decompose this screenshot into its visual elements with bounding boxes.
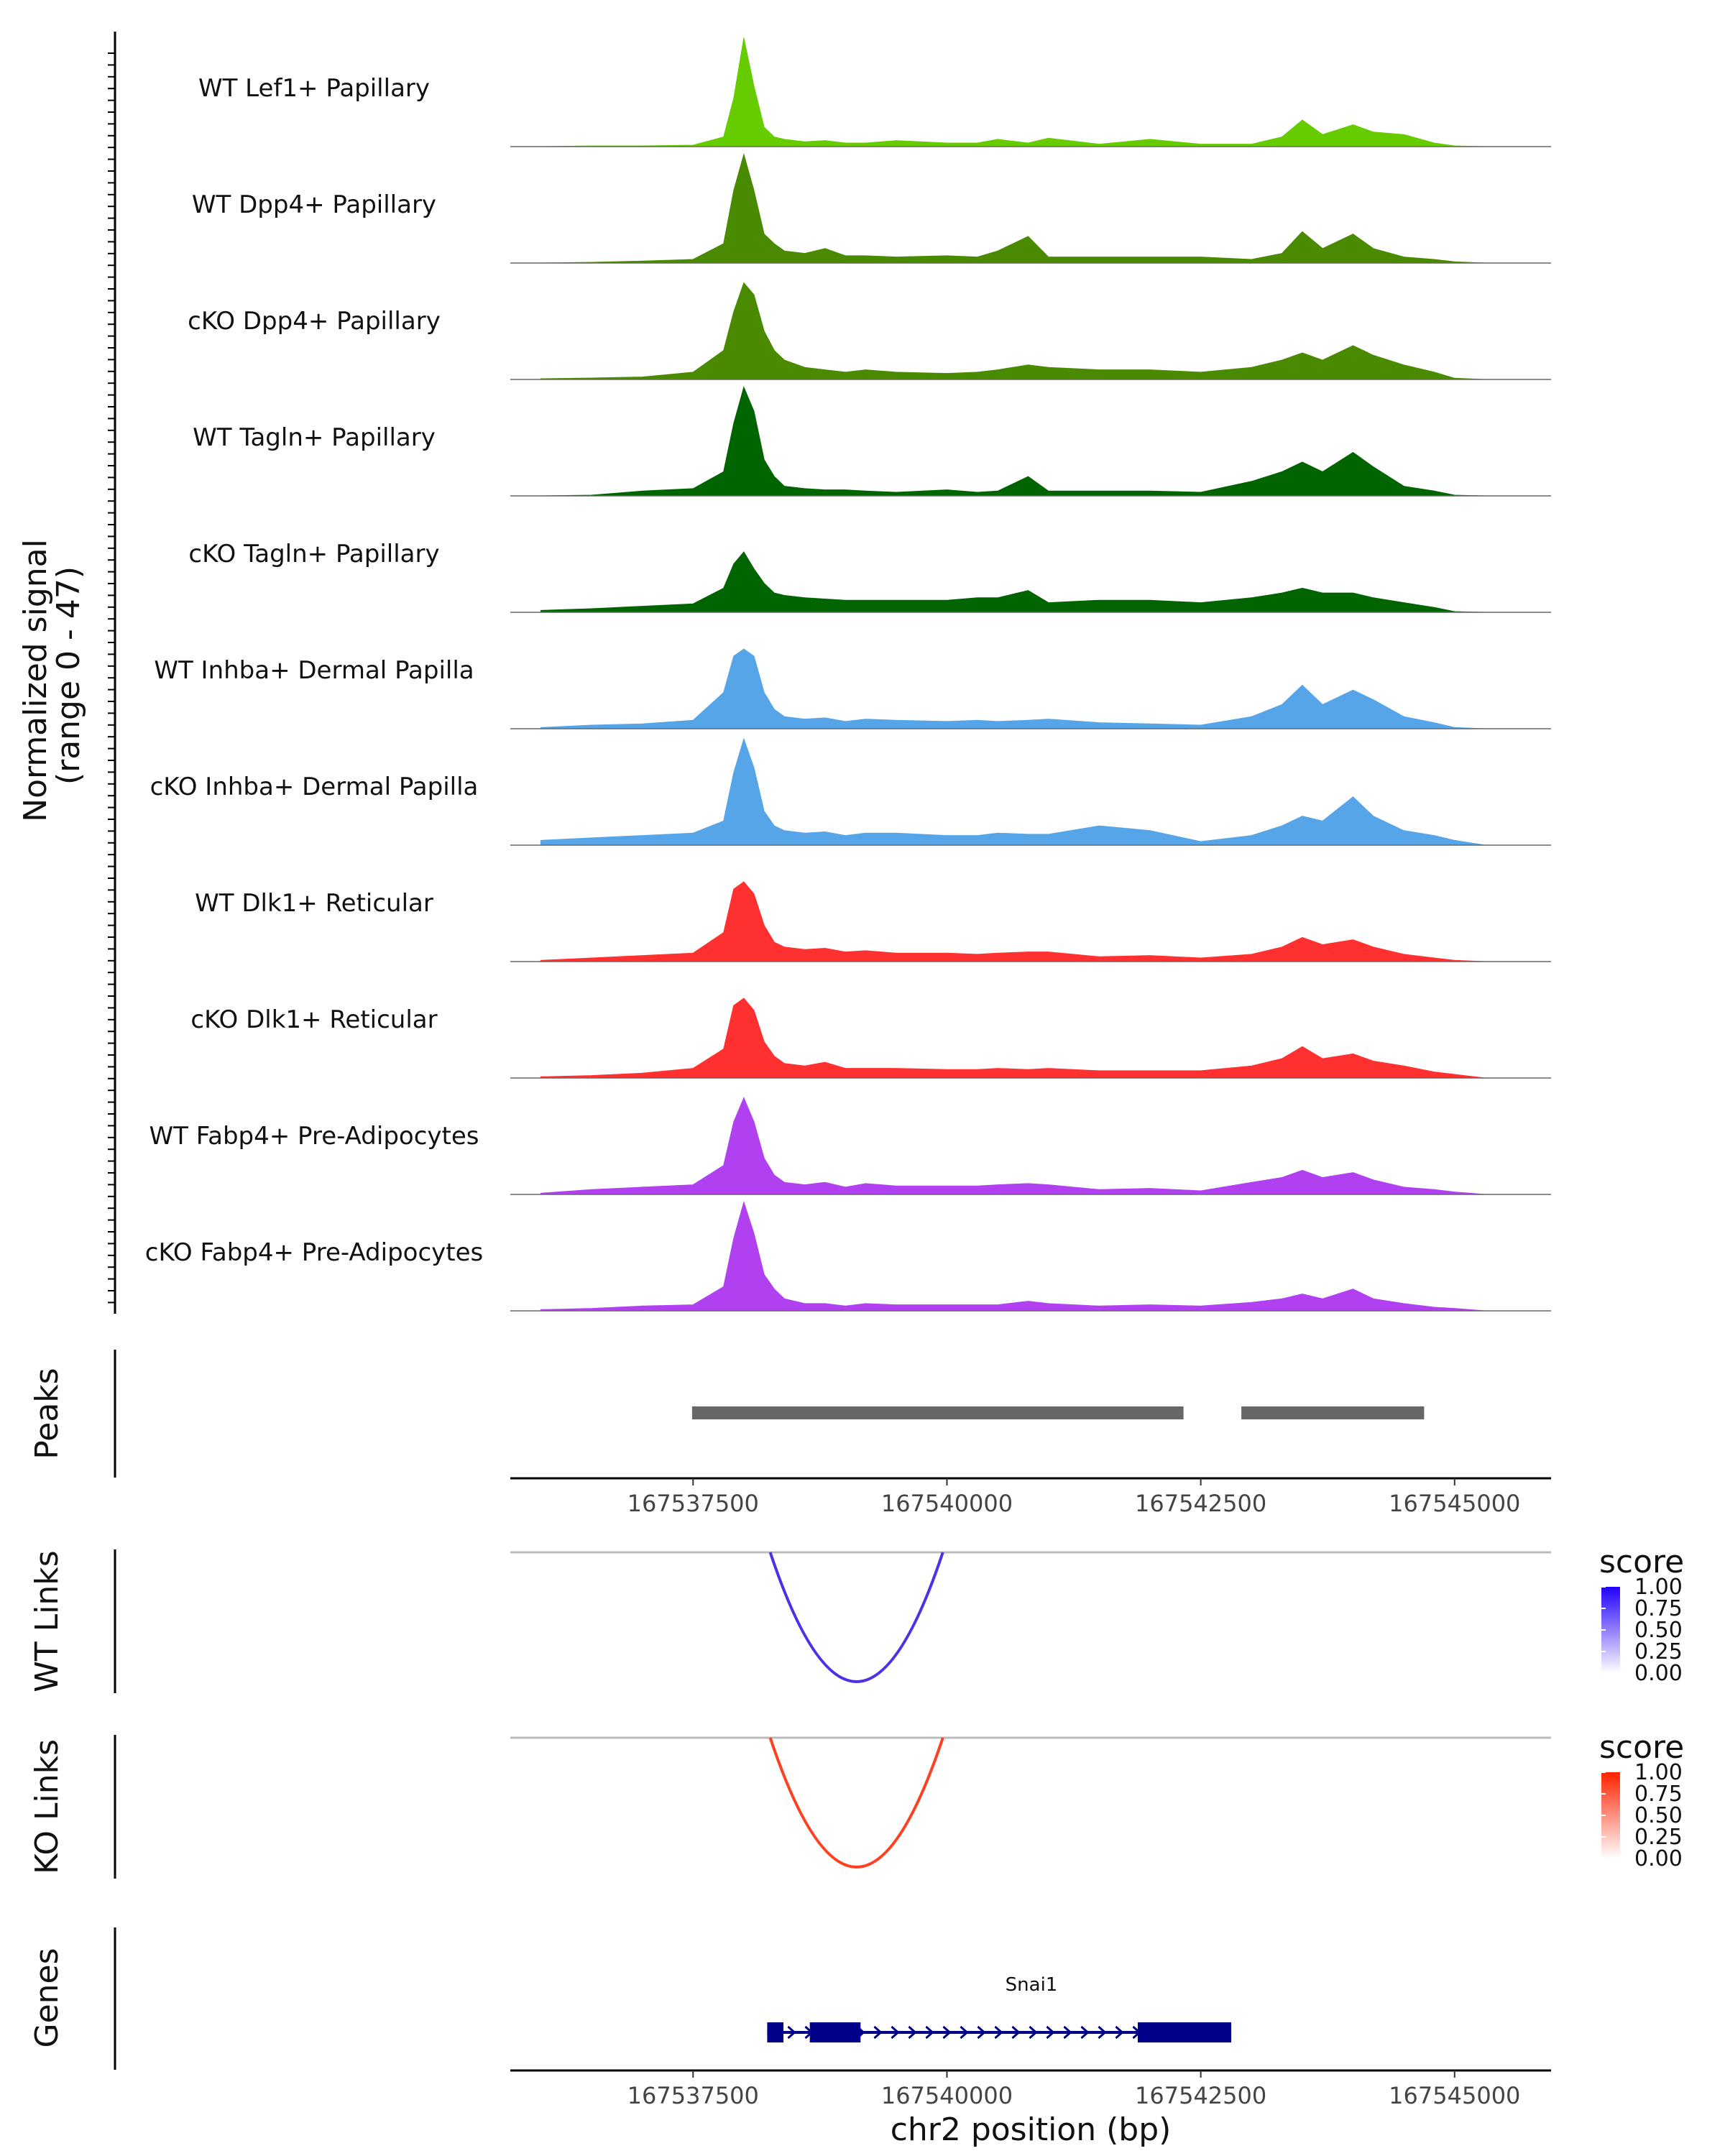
genes-x-ticks: 167537500 167540000 167542500 167545000 [627, 2070, 1520, 2109]
coverage-area [540, 737, 1486, 846]
x-tick-label: 167545000 [1389, 2082, 1520, 2109]
x-tick-label: 167545000 [1389, 1490, 1520, 1517]
x-tick-label: 167537500 [627, 1490, 759, 1517]
gene-exon [1138, 2022, 1231, 2042]
strand-arrow [1098, 2025, 1107, 2040]
strand-arrow [942, 2025, 952, 2040]
track-label: WT Fabp4+ Pre-Adipocytes [150, 1122, 479, 1151]
coverage-track: WT Inhba+ Dermal Papilla [154, 648, 1551, 729]
legend-label: 0.25 [1634, 1639, 1683, 1664]
strand-arrow [787, 2025, 796, 2040]
coverage-track: cKO Dpp4+ Papillary [188, 282, 1551, 380]
coverage-ylabel: Normalized signal (range 0 - 47) [17, 529, 87, 822]
track-label: WT Dlk1+ Reticular [195, 889, 433, 918]
coverage-y-axis [108, 32, 116, 1314]
x-axis-label: chr2 position (bp) [891, 2111, 1172, 2148]
peaks-ylabel: Peaks [29, 1368, 65, 1459]
legend-title: score [1599, 1729, 1684, 1766]
coverage-track: WT Dpp4+ Papillary [192, 152, 1551, 264]
gene-label: Snai1 [1006, 1974, 1058, 1996]
legend-label: 0.25 [1634, 1825, 1683, 1850]
legend-label: 0.00 [1634, 1661, 1683, 1686]
link-arc [768, 1552, 944, 1683]
x-tick-label: 167540000 [881, 2082, 1013, 2109]
legend-label: 0.50 [1634, 1803, 1683, 1828]
x-tick-label: 167542500 [1135, 2082, 1266, 2109]
strand-arrow [908, 2025, 917, 2040]
link-arc [768, 1737, 944, 1869]
coverage-area [540, 152, 1486, 264]
strand-arrow [1115, 2025, 1124, 2040]
peak-region [1241, 1406, 1425, 1419]
coverage-track: WT Lef1+ Papillary [198, 37, 1551, 147]
track-label: WT Tagln+ Papillary [193, 423, 436, 452]
strand-arrow [960, 2025, 969, 2040]
coverage-area [540, 881, 1486, 962]
peak-regions [691, 1406, 1425, 1419]
coverage-panel: Normalized signal (range 0 - 47) WT Lef1… [17, 32, 1551, 1314]
peaks-panel: Peaks 167537500 167540000 167542500 1675450… [29, 1350, 1551, 1517]
strand-arrow [873, 2025, 883, 2040]
x-tick-label: 167540000 [881, 1490, 1013, 1517]
coverage-area [540, 648, 1486, 729]
coverage-area [540, 1200, 1486, 1312]
strand-arrow [1011, 2025, 1021, 2040]
legend-label: 1.00 [1634, 1575, 1683, 1600]
track-label: cKO Dlk1+ Reticular [190, 1005, 437, 1034]
coverage-track: WT Dlk1+ Reticular [195, 881, 1551, 962]
links-ylabel: WT Links [29, 1550, 65, 1692]
track-label: cKO Tagln+ Papillary [188, 540, 439, 568]
legend-label: 0.00 [1634, 1846, 1683, 1871]
strand-arrow [1046, 2025, 1055, 2040]
coverage-area [540, 282, 1486, 380]
track-label: WT Lef1+ Papillary [198, 74, 430, 103]
track-label: WT Dpp4+ Papillary [192, 190, 436, 219]
coverage-track: cKO Tagln+ Papillary [188, 540, 1551, 613]
legend-label: 0.50 [1634, 1618, 1683, 1643]
track-label: WT Inhba+ Dermal Papilla [154, 656, 474, 685]
peak-region [691, 1406, 1184, 1419]
legend-label: 1.00 [1634, 1760, 1683, 1785]
coverage-track: WT Tagln+ Papillary [193, 386, 1551, 497]
coverage-area [540, 551, 1486, 613]
coverage-track: WT Fabp4+ Pre-Adipocytes [150, 1097, 1551, 1195]
x-tick-label: 167542500 [1135, 1490, 1266, 1517]
peaks-x-ticks: 167537500 167540000 167542500 167545000 [627, 1478, 1520, 1517]
strand-arrow [994, 2025, 1003, 2040]
legend-label: 0.75 [1634, 1596, 1683, 1621]
track-label: cKO Fabp4+ Pre-Adipocytes [145, 1238, 484, 1267]
legend-title: score [1599, 1544, 1684, 1580]
gene-exon [767, 2022, 783, 2042]
track-label: cKO Inhba+ Dermal Papilla [150, 773, 479, 801]
strand-arrow [977, 2025, 986, 2040]
links-ylabel: KO Links [29, 1739, 65, 1874]
legend-label: 0.75 [1634, 1782, 1683, 1807]
genes-ylabel: Genes [29, 1948, 65, 2047]
gene-model [767, 2022, 1232, 2042]
coverage-area [540, 37, 1486, 147]
strand-arrow [891, 2025, 900, 2040]
genes-panel: Genes Snai1 167537500 167540000 167542500 1… [29, 1927, 1551, 2148]
coverage-track: cKO Inhba+ Dermal Papilla [150, 737, 1551, 846]
strand-arrow [1063, 2025, 1072, 2040]
strand-arrow [1029, 2025, 1038, 2040]
coverage-tracks: WT Lef1+ Papillary WT Dpp4+ Papillary cKO … [145, 37, 1551, 1312]
track-label: cKO Dpp4+ Papillary [188, 307, 441, 336]
x-tick-label: 167537500 [627, 2082, 759, 2109]
strand-arrow [925, 2025, 934, 2040]
gene-exon [809, 2022, 861, 2042]
coverage-track: cKO Dlk1+ Reticular [190, 998, 1551, 1079]
coverage-area [540, 386, 1486, 497]
coverage-area [540, 998, 1486, 1079]
coverage-track: cKO Fabp4+ Pre-Adipocytes [145, 1200, 1551, 1312]
strand-arrow [1080, 2025, 1090, 2040]
coverage-area [540, 1097, 1486, 1195]
